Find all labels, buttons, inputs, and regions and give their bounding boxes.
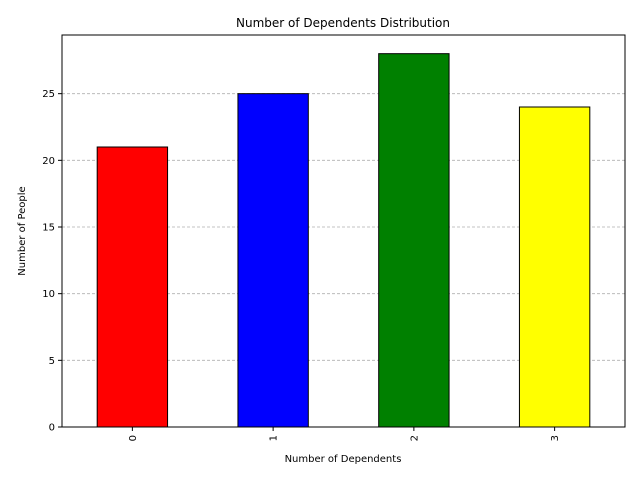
bars [96,53,591,428]
plot-frame [61,34,626,428]
y-axis-ticks: 0 5 10 15 20 25 [42,89,62,434]
x-axis-ticks: 0 1 2 3 [128,427,561,441]
bar-0 [96,146,169,428]
x-axis-label: Number of Dependents [285,454,402,465]
y-tick-label: 20 [42,156,55,167]
y-tick-label: 25 [42,89,55,100]
x-tick-label: 1 [269,435,280,441]
x-tick-label: 2 [409,435,420,441]
y-tick-label: 5 [49,356,55,367]
bar-2 [378,53,450,428]
bar-3 [518,106,591,428]
y-axis-label: Number of People [17,186,28,275]
x-tick-label: 0 [128,435,139,441]
x-tick-label: 3 [550,435,561,441]
y-tick-label: 0 [49,423,55,434]
y-tick-label: 15 [42,223,55,234]
y-tick-label: 10 [42,289,55,300]
chart-title: Number of Dependents Distribution [236,16,450,30]
bar-1 [237,93,309,428]
